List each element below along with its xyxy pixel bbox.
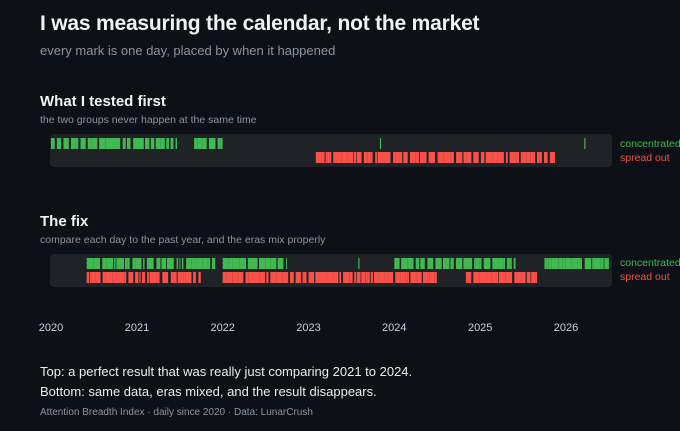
- panel-1-title: What I tested first: [40, 93, 166, 110]
- x-tick-2020: 2020: [38, 322, 64, 334]
- chart-title: I was measuring the calendar, not the ma…: [40, 12, 480, 35]
- x-tick-2021: 2021: [124, 322, 150, 334]
- x-tick-2023: 2023: [296, 322, 321, 334]
- panel-2-subtitle: compare each day to the past year, and t…: [40, 234, 326, 246]
- x-tick-2022: 2022: [210, 322, 235, 334]
- panel-1-subtitle: the two groups never happen at the same …: [40, 114, 257, 126]
- panel-2-track: [50, 254, 612, 287]
- x-tick-2026: 2026: [553, 322, 579, 334]
- panel-1-legend-spread-out: spread out: [620, 152, 670, 164]
- source-line: Attention Breadth Index · daily since 20…: [40, 407, 313, 418]
- panel-1-track: [50, 134, 612, 167]
- note-top: Top: a perfect result that was really ju…: [40, 364, 413, 379]
- panel-2-legend-concentrated: concentrated: [620, 257, 680, 269]
- x-tick-2025: 2025: [467, 322, 493, 334]
- panel-1-legend-concentrated: concentrated: [620, 138, 680, 150]
- note-bottom: Bottom: same data, eras mixed, and the r…: [40, 384, 377, 399]
- panel-2-legend-spread-out: spread out: [620, 271, 670, 283]
- panel-2-title: The fix: [40, 213, 89, 230]
- chart-subtitle: every mark is one day, placed by when it…: [40, 43, 336, 58]
- x-axis: 2020 2021 2022 2023 2024 2025 2026: [0, 322, 680, 338]
- x-tick-2024: 2024: [382, 322, 407, 334]
